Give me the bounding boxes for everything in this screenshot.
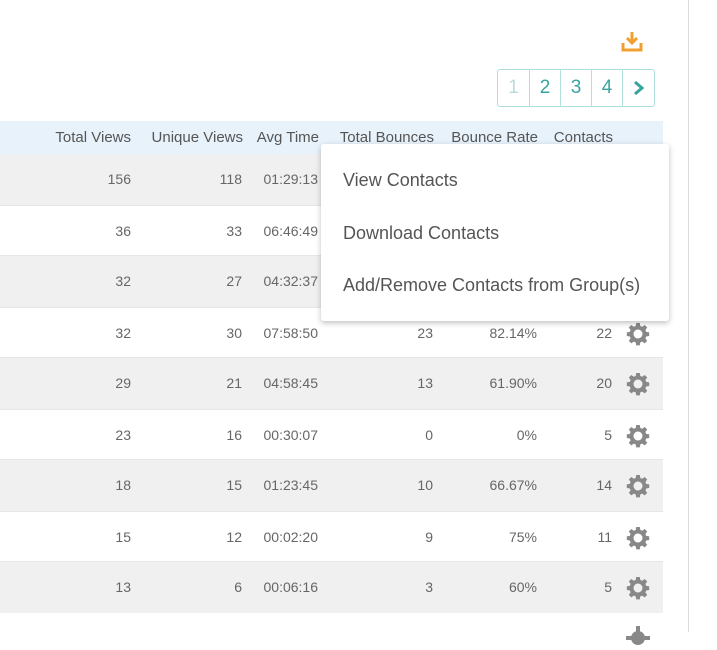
cell-unique-views: 33 xyxy=(226,223,242,239)
column-header-total-views[interactable]: Total Views xyxy=(55,129,131,146)
cell-avg-time: 04:58:45 xyxy=(263,375,319,391)
cell-bounce-rate: 60% xyxy=(508,579,537,595)
cell-unique-views: 6 xyxy=(234,579,242,595)
gear-icon[interactable] xyxy=(626,322,650,346)
cell-total-views: 23 xyxy=(115,427,131,443)
column-header-bounce-rate[interactable]: Bounce Rate xyxy=(451,129,538,146)
cell-avg-time: 00:06:16 xyxy=(263,579,319,595)
cell-avg-time: 04:32:37 xyxy=(263,273,319,289)
cell-total-bounces: 13 xyxy=(417,375,433,391)
cell-total-views: 15 xyxy=(115,529,131,545)
table-row: 18 15 01:23:45 10 66.67% 14 xyxy=(0,460,663,511)
column-header-total-bounces[interactable]: Total Bounces xyxy=(339,129,434,146)
cell-total-views: 29 xyxy=(115,375,131,391)
cell-total-bounces: 0 xyxy=(425,427,433,443)
cell-contacts: 5 xyxy=(604,579,612,595)
cell-unique-views: 21 xyxy=(226,375,242,391)
panel-divider xyxy=(688,0,689,632)
next-page-button[interactable] xyxy=(622,70,654,106)
page-4-button[interactable]: 4 xyxy=(591,70,622,106)
cell-total-views: 36 xyxy=(115,223,131,239)
cell-unique-views: 30 xyxy=(226,325,242,341)
add-remove-contacts-group-menu-item[interactable]: Add/Remove Contacts from Group(s) xyxy=(343,275,641,295)
cell-total-views: 156 xyxy=(107,171,131,187)
cell-total-bounces: 23 xyxy=(417,325,433,341)
cell-bounce-rate: 66.67% xyxy=(489,477,537,493)
cell-contacts: 14 xyxy=(596,477,612,493)
view-contacts-menu-item[interactable]: View Contacts xyxy=(343,170,458,190)
gear-icon[interactable] xyxy=(626,626,650,650)
cell-avg-time: 01:23:45 xyxy=(263,477,319,493)
cell-avg-time: 00:30:07 xyxy=(263,427,319,443)
gear-icon[interactable] xyxy=(626,526,650,550)
table-row: 23 16 00:30:07 0 0% 5 xyxy=(0,409,663,460)
cell-unique-views: 12 xyxy=(226,529,242,545)
contacts-dropdown-menu: View Contacts Download Contacts Add/Remo… xyxy=(321,144,669,321)
cell-total-bounces: 10 xyxy=(417,477,433,493)
cell-total-bounces: 3 xyxy=(425,579,433,595)
column-header-avg-time[interactable]: Avg Time xyxy=(256,129,319,146)
cell-contacts: 5 xyxy=(604,427,612,443)
page-3-button[interactable]: 3 xyxy=(560,70,591,106)
cell-total-bounces: 9 xyxy=(425,529,433,545)
cell-unique-views: 15 xyxy=(226,477,242,493)
cell-bounce-rate: 75% xyxy=(508,529,537,545)
cell-total-views: 18 xyxy=(115,477,131,493)
cell-total-views: 13 xyxy=(115,579,131,595)
cell-contacts: 20 xyxy=(596,375,612,391)
cell-bounce-rate: 0% xyxy=(516,427,537,443)
cell-contacts: 11 xyxy=(597,529,612,545)
download-contacts-menu-item[interactable]: Download Contacts xyxy=(343,223,500,243)
cell-total-views: 32 xyxy=(115,273,131,289)
cell-bounce-rate: 82.14% xyxy=(489,325,537,341)
gear-icon[interactable] xyxy=(626,424,650,448)
column-header-contacts[interactable]: Contacts xyxy=(553,129,613,146)
column-header-unique-views[interactable]: Unique Views xyxy=(151,129,243,146)
gear-icon[interactable] xyxy=(626,372,650,396)
gear-icon[interactable] xyxy=(626,576,650,600)
cell-avg-time: 00:02:20 xyxy=(263,529,319,545)
cell-contacts: 22 xyxy=(596,325,612,341)
cell-avg-time: 01:29:13 xyxy=(263,171,319,187)
download-icon[interactable] xyxy=(621,30,643,52)
table-row: 29 21 04:58:45 13 61.90% 20 xyxy=(0,358,663,409)
cell-unique-views: 118 xyxy=(219,171,242,187)
cell-avg-time: 06:46:49 xyxy=(263,223,319,239)
cell-unique-views: 27 xyxy=(226,273,242,289)
table-row: 13 6 00:06:16 3 60% 5 xyxy=(0,562,663,613)
pagination: 1 2 3 4 xyxy=(497,69,655,107)
gear-icon[interactable] xyxy=(626,474,650,498)
page-2-button[interactable]: 2 xyxy=(529,70,560,106)
cell-avg-time: 07:58:50 xyxy=(263,325,319,341)
cell-total-views: 32 xyxy=(115,325,131,341)
table-row: 15 12 00:02:20 9 75% 11 xyxy=(0,511,663,562)
chevron-right-icon xyxy=(633,80,644,96)
cell-bounce-rate: 61.90% xyxy=(489,375,537,391)
cell-unique-views: 16 xyxy=(226,427,242,443)
page-1-button[interactable]: 1 xyxy=(508,77,519,98)
